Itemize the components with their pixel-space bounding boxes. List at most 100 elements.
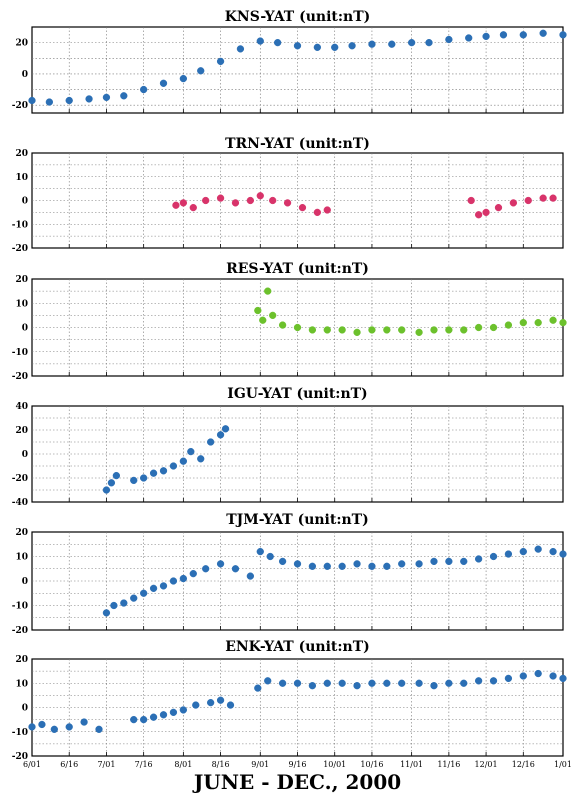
- data-point: [259, 316, 267, 324]
- data-point: [189, 570, 197, 578]
- data-point: [278, 557, 287, 566]
- data-point: [192, 701, 200, 709]
- x-tick-label: 10/16: [360, 760, 383, 769]
- panel-enk-yat: ENK-YAT (unit:nT) 6/01 6/16 7/01 7/16 8/01 8/1…: [12, 639, 572, 769]
- data-point: [474, 211, 483, 219]
- data-point: [120, 92, 128, 100]
- data-point: [415, 560, 423, 568]
- chart-title: TJM-YAT (unit:nT): [226, 512, 368, 528]
- data-point: [539, 29, 547, 37]
- data-point: [398, 326, 406, 334]
- data-point: [549, 316, 557, 324]
- data-point: [445, 35, 453, 44]
- data-point: [85, 95, 93, 103]
- data-point: [323, 326, 331, 334]
- data-point: [140, 715, 148, 724]
- x-tick-label: 12/16: [512, 760, 535, 769]
- data-point: [368, 40, 376, 48]
- data-point: [388, 40, 396, 48]
- data-point: [159, 79, 168, 87]
- data-point: [80, 718, 88, 726]
- data-point: [266, 552, 274, 561]
- data-point: [415, 679, 423, 687]
- data-point: [353, 328, 361, 337]
- data-point: [534, 319, 542, 327]
- data-point: [559, 674, 567, 683]
- data-point: [383, 562, 391, 570]
- x-tick-label: 12/01: [475, 760, 498, 769]
- y-tick-label: -20: [12, 244, 28, 254]
- data-point: [293, 560, 302, 568]
- data-point: [338, 679, 346, 687]
- data-point: [353, 560, 361, 568]
- y-tick-label: -20: [12, 752, 28, 762]
- data-point: [278, 679, 287, 687]
- data-point: [509, 199, 518, 207]
- data-point: [524, 196, 532, 205]
- data-point: [149, 713, 158, 721]
- x-tick-label: 7/01: [97, 760, 115, 769]
- data-point: [130, 594, 138, 602]
- data-point: [415, 328, 423, 337]
- data-point: [549, 547, 557, 556]
- chart-title: TRN-YAT (unit:nT): [225, 136, 370, 152]
- y-tick-label: -20: [12, 372, 28, 382]
- y-tick-label: 10: [15, 553, 28, 563]
- data-point: [430, 682, 438, 690]
- data-point: [338, 562, 346, 570]
- data-point: [65, 96, 73, 105]
- data-point: [130, 476, 138, 485]
- data-point: [293, 42, 302, 50]
- data-point: [187, 447, 195, 456]
- data-point: [482, 208, 490, 217]
- data-point: [293, 679, 302, 687]
- data-point: [368, 679, 376, 687]
- data-point: [331, 43, 339, 51]
- data-point: [130, 715, 138, 724]
- y-tick-label: 10: [15, 299, 28, 309]
- data-point: [549, 672, 557, 680]
- data-point: [338, 326, 346, 334]
- data-point: [140, 85, 148, 94]
- y-tick-label: 10: [15, 173, 28, 183]
- data-point: [398, 679, 406, 687]
- data-point: [445, 326, 453, 334]
- data-point: [273, 38, 282, 47]
- data-point: [140, 589, 148, 597]
- data-point: [559, 319, 567, 327]
- data-point: [519, 672, 527, 680]
- data-point: [504, 674, 513, 683]
- data-point: [179, 199, 188, 207]
- y-tick-label: -20: [12, 101, 28, 111]
- data-point: [489, 323, 498, 332]
- x-tick-label: 6/01: [23, 760, 41, 769]
- y-tick-label: -10: [12, 348, 28, 358]
- data-point: [499, 31, 508, 39]
- data-point: [425, 38, 433, 47]
- y-tick-label: 10: [15, 679, 28, 689]
- x-tick-label: 11/01: [400, 760, 423, 769]
- y-tick-label: 20: [15, 528, 28, 538]
- x-tick-label: 6/16: [60, 760, 78, 769]
- x-tick-label: 11/16: [437, 760, 460, 769]
- data-point: [221, 425, 230, 433]
- data-point: [216, 696, 225, 704]
- y-tick-label: 0: [22, 70, 28, 80]
- data-point: [65, 723, 73, 731]
- data-point: [482, 32, 490, 41]
- data-point: [254, 306, 262, 315]
- data-point: [246, 572, 255, 580]
- data-point: [534, 545, 542, 553]
- data-point: [313, 208, 322, 217]
- data-point: [45, 98, 54, 106]
- data-point: [28, 96, 36, 105]
- chart-title: ENK-YAT (unit:nT): [225, 639, 370, 655]
- data-point: [28, 723, 36, 731]
- data-point: [398, 560, 406, 568]
- data-point: [256, 192, 264, 200]
- data-point: [504, 550, 513, 558]
- data-point: [256, 547, 264, 556]
- data-point: [246, 196, 255, 205]
- data-point: [559, 550, 567, 558]
